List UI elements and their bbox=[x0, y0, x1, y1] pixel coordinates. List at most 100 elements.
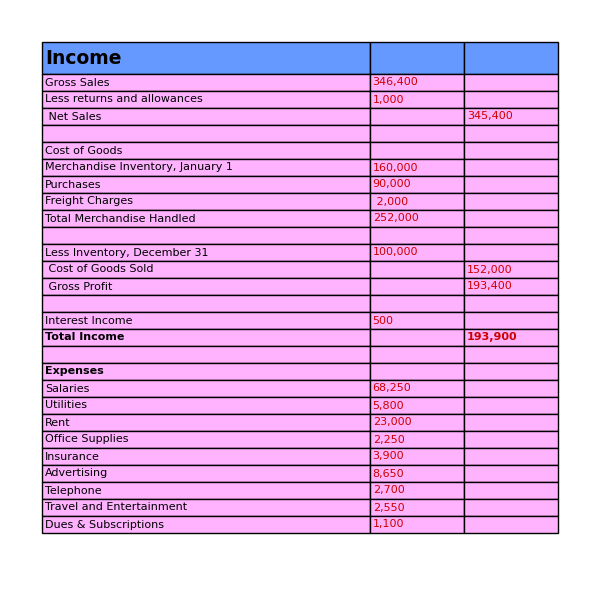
Text: 152,000: 152,000 bbox=[467, 265, 513, 275]
Bar bbox=[370, 261, 464, 278]
Text: 500: 500 bbox=[373, 316, 394, 325]
Bar bbox=[370, 312, 464, 329]
Bar bbox=[464, 193, 558, 210]
Bar bbox=[464, 210, 558, 227]
Bar bbox=[464, 329, 558, 346]
Text: 2,000: 2,000 bbox=[373, 196, 408, 206]
Bar bbox=[370, 295, 464, 312]
Bar bbox=[370, 210, 464, 227]
Text: 1,000: 1,000 bbox=[373, 94, 404, 104]
Bar bbox=[464, 278, 558, 295]
Bar bbox=[42, 448, 370, 465]
Bar bbox=[42, 397, 370, 414]
Bar bbox=[42, 91, 370, 108]
Text: 345,400: 345,400 bbox=[467, 112, 513, 121]
Text: Dues & Subscriptions: Dues & Subscriptions bbox=[45, 520, 164, 529]
Bar bbox=[42, 363, 370, 380]
Text: 160,000: 160,000 bbox=[373, 163, 418, 173]
Text: Rent: Rent bbox=[45, 418, 71, 427]
Bar bbox=[370, 227, 464, 244]
Text: Expenses: Expenses bbox=[45, 367, 104, 377]
Bar bbox=[370, 380, 464, 397]
Bar bbox=[42, 176, 370, 193]
Bar bbox=[42, 278, 370, 295]
Bar bbox=[370, 278, 464, 295]
Bar bbox=[464, 346, 558, 363]
Text: Income: Income bbox=[45, 49, 121, 67]
Text: 90,000: 90,000 bbox=[373, 179, 411, 190]
Text: Salaries: Salaries bbox=[45, 383, 89, 394]
Text: 23,000: 23,000 bbox=[373, 418, 411, 427]
Text: 5,800: 5,800 bbox=[373, 401, 404, 410]
Bar bbox=[370, 42, 464, 74]
Text: 3,900: 3,900 bbox=[373, 451, 404, 461]
Bar bbox=[370, 346, 464, 363]
Text: Less returns and allowances: Less returns and allowances bbox=[45, 94, 203, 104]
Bar bbox=[370, 125, 464, 142]
Text: 100,000: 100,000 bbox=[373, 247, 418, 257]
Text: 346,400: 346,400 bbox=[373, 77, 418, 88]
Text: 2,700: 2,700 bbox=[373, 485, 404, 496]
Bar bbox=[464, 142, 558, 159]
Bar bbox=[370, 142, 464, 159]
Bar bbox=[42, 346, 370, 363]
Bar bbox=[464, 431, 558, 448]
Bar bbox=[42, 159, 370, 176]
Bar bbox=[370, 363, 464, 380]
Bar bbox=[370, 74, 464, 91]
Bar bbox=[42, 516, 370, 533]
Bar bbox=[464, 125, 558, 142]
Text: Less Inventory, December 31: Less Inventory, December 31 bbox=[45, 247, 209, 257]
Bar bbox=[42, 261, 370, 278]
Bar bbox=[42, 142, 370, 159]
Bar bbox=[370, 448, 464, 465]
Bar bbox=[370, 499, 464, 516]
Bar bbox=[42, 125, 370, 142]
Text: Interest Income: Interest Income bbox=[45, 316, 133, 325]
Bar bbox=[464, 108, 558, 125]
Bar bbox=[464, 363, 558, 380]
Text: Insurance: Insurance bbox=[45, 451, 100, 461]
Bar bbox=[42, 312, 370, 329]
Bar bbox=[42, 499, 370, 516]
Bar bbox=[464, 244, 558, 261]
Text: 193,900: 193,900 bbox=[467, 332, 518, 343]
Bar bbox=[464, 380, 558, 397]
Text: 2,550: 2,550 bbox=[373, 503, 404, 512]
Text: Cost of Goods Sold: Cost of Goods Sold bbox=[45, 265, 154, 275]
Text: Advertising: Advertising bbox=[45, 469, 108, 479]
Text: Freight Charges: Freight Charges bbox=[45, 196, 133, 206]
Bar bbox=[42, 42, 370, 74]
Text: 2,250: 2,250 bbox=[373, 434, 404, 445]
Text: Telephone: Telephone bbox=[45, 485, 101, 496]
Bar bbox=[464, 295, 558, 312]
Text: Total Income: Total Income bbox=[45, 332, 124, 343]
Bar bbox=[370, 329, 464, 346]
Bar bbox=[42, 227, 370, 244]
Text: Net Sales: Net Sales bbox=[45, 112, 101, 121]
Bar bbox=[464, 159, 558, 176]
Bar bbox=[370, 397, 464, 414]
Text: Utilities: Utilities bbox=[45, 401, 87, 410]
Bar bbox=[464, 91, 558, 108]
Bar bbox=[42, 193, 370, 210]
Bar bbox=[464, 227, 558, 244]
Bar bbox=[370, 482, 464, 499]
Bar bbox=[370, 414, 464, 431]
Bar bbox=[42, 74, 370, 91]
Bar bbox=[42, 244, 370, 261]
Bar bbox=[42, 380, 370, 397]
Bar bbox=[370, 176, 464, 193]
Bar bbox=[42, 465, 370, 482]
Text: 193,400: 193,400 bbox=[467, 281, 513, 292]
Bar bbox=[42, 210, 370, 227]
Bar bbox=[370, 193, 464, 210]
Bar bbox=[370, 516, 464, 533]
Text: Purchases: Purchases bbox=[45, 179, 101, 190]
Bar bbox=[42, 329, 370, 346]
Text: Total Merchandise Handled: Total Merchandise Handled bbox=[45, 214, 196, 223]
Bar bbox=[464, 465, 558, 482]
Text: 8,650: 8,650 bbox=[373, 469, 404, 479]
Bar bbox=[464, 176, 558, 193]
Bar bbox=[464, 397, 558, 414]
